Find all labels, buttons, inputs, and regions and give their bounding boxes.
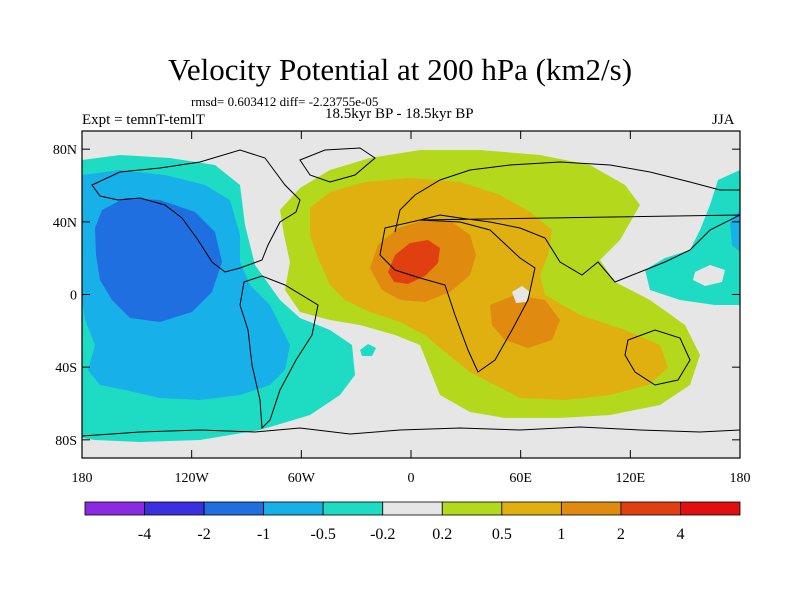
contour-small-cyan (360, 344, 376, 356)
lon-tick-label: 120E (616, 471, 646, 486)
colorbar-label: -0.2 (370, 526, 395, 543)
map-panel (82, 131, 740, 458)
colorbar-swatch (382, 501, 443, 516)
lat-tick-label: 80N (53, 143, 77, 158)
colorbar-label: 2 (617, 526, 625, 543)
colorbar-swatch (203, 501, 265, 516)
coast-south-america (239, 275, 319, 430)
colorbar-swatch (84, 501, 145, 516)
season-label: JJA (712, 112, 735, 128)
lat-tick-label: 0 (70, 289, 77, 304)
lat-tick-label: 80S (55, 434, 77, 449)
coast-greenland (299, 147, 376, 183)
colorbar-swatch (263, 501, 324, 516)
period-label: 18.5kyr BP - 18.5kyr BP (325, 106, 474, 122)
colorbar-label: 1 (557, 526, 565, 543)
colorbar: -4 -2 -1 -0.5 -0.2 0.2 0.5 1 2 4 (84, 501, 741, 543)
lat-tick-label: 40S (55, 361, 77, 376)
coast-australia (624, 329, 691, 386)
contour-neutral-hole-africa (512, 286, 530, 303)
experiment-label: Expt = temnT-temlT (82, 112, 205, 128)
contour-blue-east (730, 210, 740, 252)
lon-tick-label: 180 (72, 471, 93, 486)
colorbar-swatch (680, 501, 741, 516)
lon-tick-label: 0 (408, 471, 415, 486)
lat-tick-label: 40N (53, 216, 77, 231)
contour-neutral-hole-east (693, 265, 725, 286)
colorbar-label: -2 (197, 526, 210, 543)
colorbar-swatch (144, 501, 205, 516)
coast-north-america (91, 149, 301, 273)
map-axes: 80N 40N 0 40S 80S 180 120W 60W 0 60E 120E 180 (53, 131, 751, 486)
colorbar-swatch (322, 501, 384, 516)
lon-tick-label: 120W (175, 471, 210, 486)
colorbar-swatch (441, 501, 503, 516)
colorbar-swatch (501, 501, 562, 516)
colorbar-swatch (620, 501, 681, 516)
colorbar-label: -0.5 (311, 526, 336, 543)
coastlines (82, 147, 740, 437)
coast-antarctica (82, 426, 740, 437)
contour-dark-orange (388, 240, 440, 284)
colorbar-label: 4 (676, 526, 684, 543)
colorbar-label: -4 (138, 526, 151, 543)
colorbar-swatch (560, 501, 622, 516)
lon-tick-label: 60W (288, 471, 316, 486)
stats-line: rmsd= 0.603412 diff= -2.23755e-05 (191, 94, 379, 109)
contour-orange-south (490, 295, 560, 348)
plot-title: Velocity Potential at 200 hPa (km2/s) (167, 52, 633, 87)
coast-eurasia (394, 161, 740, 283)
coast-africa (379, 219, 536, 373)
colorbar-label: 0.5 (492, 526, 512, 543)
lon-tick-label: 60E (509, 471, 532, 486)
colorbar-label: 0.2 (432, 526, 452, 543)
colorbar-label: -1 (257, 526, 270, 543)
lon-tick-label: 180 (730, 471, 751, 486)
